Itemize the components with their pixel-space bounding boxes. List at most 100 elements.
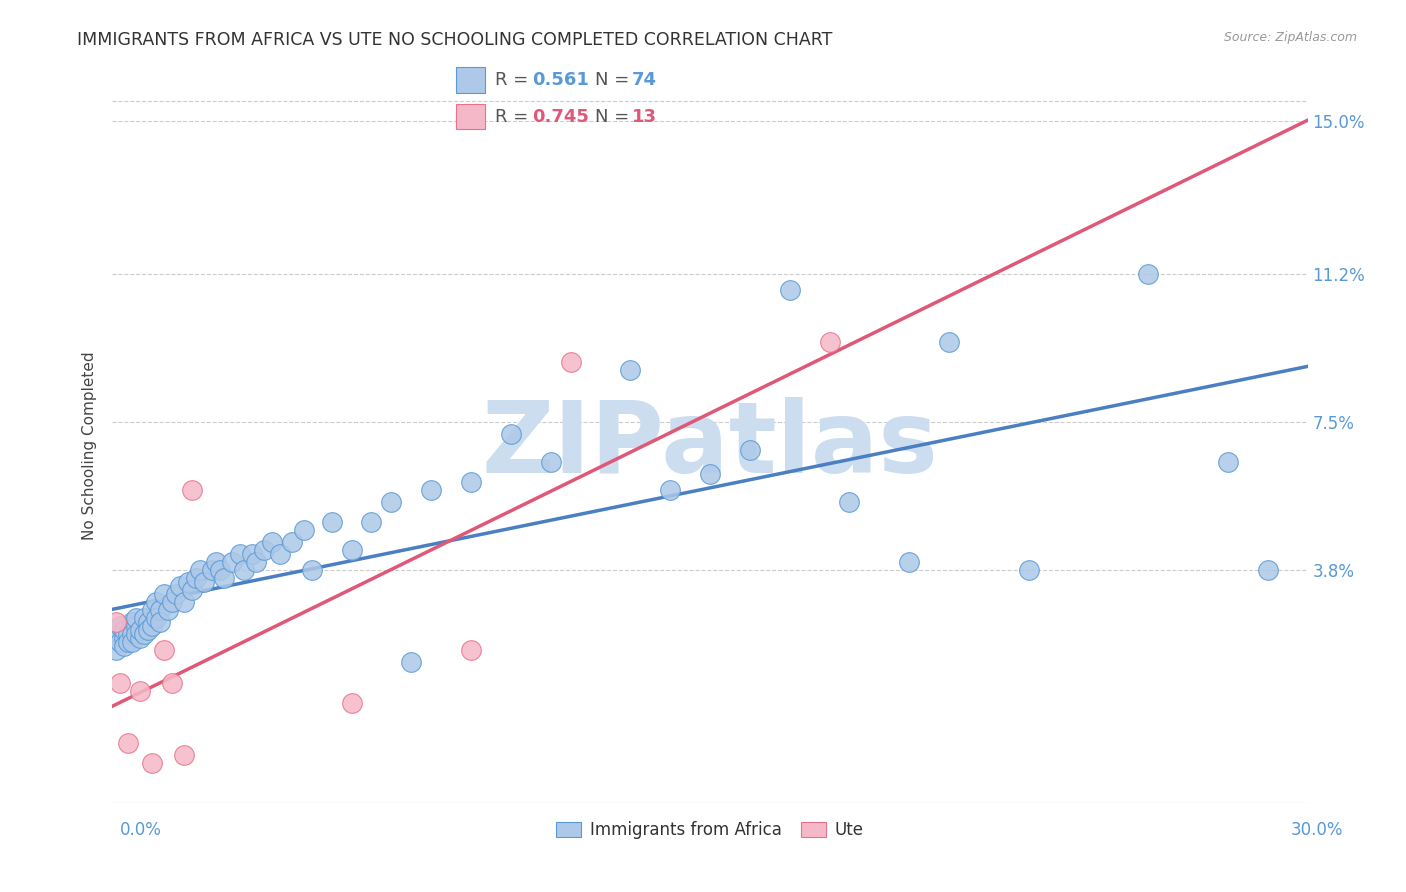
Point — [380, 495, 402, 509]
Point — [149, 603, 172, 617]
Point — [141, 619, 163, 633]
Text: 30.0%: 30.0% — [1291, 821, 1343, 838]
Text: R =: R = — [495, 70, 534, 88]
Legend: Immigrants from Africa, Ute: Immigrants from Africa, Ute — [550, 814, 870, 846]
Point — [181, 483, 204, 497]
Point — [245, 555, 267, 569]
Point — [105, 627, 128, 641]
Point — [110, 619, 132, 633]
Point — [818, 334, 841, 349]
Text: 74: 74 — [633, 70, 657, 88]
Point — [560, 355, 582, 369]
Point — [401, 656, 423, 670]
FancyBboxPatch shape — [456, 103, 485, 129]
Point — [699, 467, 721, 481]
Point — [938, 334, 960, 349]
Point — [141, 603, 163, 617]
Point — [117, 627, 139, 641]
Point — [153, 587, 176, 601]
Point — [260, 535, 283, 549]
Point — [898, 555, 921, 569]
Point — [838, 495, 860, 509]
Point — [233, 563, 256, 577]
Point — [181, 583, 204, 598]
Point — [121, 627, 143, 641]
Point — [177, 575, 200, 590]
Point — [114, 632, 135, 646]
Point — [229, 547, 252, 561]
Point — [212, 571, 235, 585]
Point — [129, 683, 152, 698]
Point — [269, 547, 291, 561]
Point — [121, 615, 143, 630]
Point — [253, 543, 276, 558]
Point — [138, 624, 160, 638]
Point — [145, 595, 167, 609]
Point — [162, 595, 183, 609]
Point — [659, 483, 682, 497]
Point — [117, 736, 139, 750]
Point — [738, 442, 761, 457]
Point — [201, 563, 224, 577]
Point — [540, 455, 562, 469]
Point — [141, 756, 163, 770]
Point — [240, 547, 263, 561]
Point — [193, 575, 215, 590]
Point — [460, 475, 482, 489]
Point — [779, 283, 801, 297]
Point — [169, 579, 191, 593]
Point — [186, 571, 208, 585]
Point — [125, 627, 148, 641]
Text: 0.561: 0.561 — [531, 70, 589, 88]
FancyBboxPatch shape — [456, 67, 485, 93]
Point — [188, 563, 211, 577]
Point — [340, 543, 363, 558]
Point — [281, 535, 304, 549]
Point — [125, 611, 148, 625]
Point — [1257, 563, 1279, 577]
Point — [292, 523, 315, 537]
Point — [110, 635, 132, 649]
Point — [165, 587, 187, 601]
Point — [117, 635, 139, 649]
Point — [173, 595, 195, 609]
Point — [221, 555, 243, 569]
Point — [1137, 267, 1160, 281]
Point — [138, 615, 160, 630]
Text: N =: N = — [595, 108, 636, 126]
Y-axis label: No Schooling Completed: No Schooling Completed — [82, 351, 97, 541]
Point — [149, 615, 172, 630]
Point — [134, 611, 156, 625]
Point — [301, 563, 323, 577]
Point — [1216, 455, 1239, 469]
Point — [110, 675, 132, 690]
Point — [420, 483, 443, 497]
Point — [105, 615, 128, 630]
Text: IMMIGRANTS FROM AFRICA VS UTE NO SCHOOLING COMPLETED CORRELATION CHART: IMMIGRANTS FROM AFRICA VS UTE NO SCHOOLI… — [77, 31, 832, 49]
Point — [114, 624, 135, 638]
Point — [162, 675, 183, 690]
Point — [499, 427, 522, 442]
Point — [340, 696, 363, 710]
Point — [619, 363, 641, 377]
Text: ZIPatlas: ZIPatlas — [482, 398, 938, 494]
Point — [173, 747, 195, 762]
Text: N =: N = — [595, 70, 636, 88]
Point — [460, 643, 482, 657]
Point — [134, 627, 156, 641]
Point — [114, 640, 135, 654]
Point — [145, 611, 167, 625]
Text: 0.0%: 0.0% — [120, 821, 162, 838]
Text: R =: R = — [495, 108, 534, 126]
Point — [153, 643, 176, 657]
Point — [121, 635, 143, 649]
Text: 13: 13 — [633, 108, 657, 126]
Point — [209, 563, 232, 577]
Point — [205, 555, 228, 569]
Point — [1018, 563, 1040, 577]
Point — [360, 515, 382, 529]
Point — [105, 643, 128, 657]
Point — [125, 619, 148, 633]
Text: Source: ZipAtlas.com: Source: ZipAtlas.com — [1223, 31, 1357, 45]
Point — [321, 515, 343, 529]
